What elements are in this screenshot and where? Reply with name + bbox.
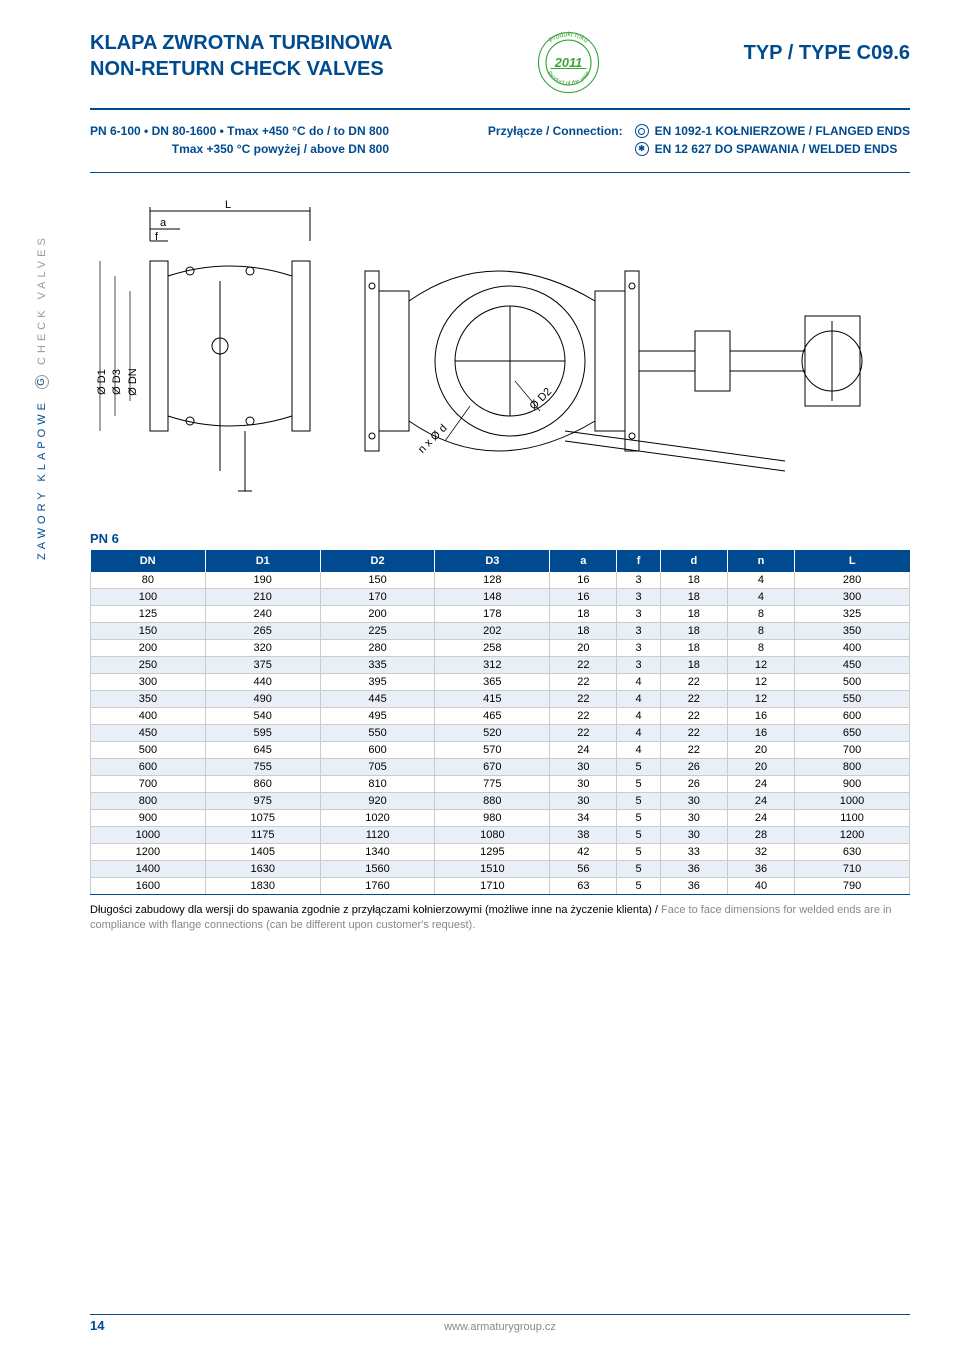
table-row: 5006456005702442220700 <box>91 742 910 759</box>
table-row: 6007557056703052620800 <box>91 759 910 776</box>
flange-icon <box>635 124 649 138</box>
table-row: 14001630156015105653636710 <box>91 861 910 878</box>
footnote: Długości zabudowy dla wersji do spawania… <box>90 903 910 934</box>
table-row: 2503753353122231812450 <box>91 657 910 674</box>
page-number: 14 <box>90 1312 104 1333</box>
col-D3: D3 <box>435 550 550 572</box>
col-D2: D2 <box>320 550 435 572</box>
product-year-badge: Produkt roku Product of the year 2011 <box>531 25 606 100</box>
technical-drawing: L a f Ø D1 Ø D3 Ø DN <box>90 201 910 521</box>
col-L: L <box>795 550 910 572</box>
type-code: TYP / TYPE C09.6 <box>744 30 910 65</box>
table-row: 100011751120108038530281200 <box>91 827 910 844</box>
svg-text:Product of the year: Product of the year <box>545 71 591 87</box>
table-row: 200320280258203188400 <box>91 640 910 657</box>
col-D1: D1 <box>205 550 320 572</box>
footer-url: www.armaturygroup.cz <box>90 1314 910 1333</box>
col-f: f <box>617 550 660 572</box>
title-block: KLAPA ZWROTNA TURBINOWA NON-RETURN CHECK… <box>90 30 393 82</box>
svg-text:2011: 2011 <box>553 55 581 70</box>
table-row: 125240200178183188325 <box>91 606 910 623</box>
table-row: 4005404954652242216600 <box>91 708 910 725</box>
svg-text:Produkt roku: Produkt roku <box>547 31 588 44</box>
table-title: PN 6 <box>90 531 910 546</box>
table-row: 16001830176017106353640790 <box>91 878 910 895</box>
table-row: 9001075102098034530241100 <box>91 810 910 827</box>
spec-right: Przyłącze / Connection: EN 1092-1 KOŁNIE… <box>488 122 910 158</box>
table-row: 80097592088030530241000 <box>91 793 910 810</box>
table-row: 3004403953652242212500 <box>91 674 910 691</box>
table-row: 7008608107753052624900 <box>91 776 910 793</box>
col-a: a <box>550 550 617 572</box>
col-d: d <box>660 550 727 572</box>
divider-heavy <box>90 108 910 110</box>
header: KLAPA ZWROTNA TURBINOWA NON-RETURN CHECK… <box>90 30 910 100</box>
divider-thin <box>90 172 910 173</box>
col-n: n <box>727 550 794 572</box>
table-row: 4505955505202242216650 <box>91 725 910 742</box>
table-row: 150265225202183188350 <box>91 623 910 640</box>
table-row: 80190150128163184280 <box>91 572 910 589</box>
table-row: 3504904454152242212550 <box>91 691 910 708</box>
col-DN: DN <box>91 550 206 572</box>
dimensions-table: DND1D2D3afdnL 80190150128163184280100210… <box>90 550 910 895</box>
spec-row: PN 6-100 • DN 80-1600 • Tmax +450 °C do … <box>90 122 910 158</box>
table-row: 100210170148163184300 <box>91 589 910 606</box>
spec-left: PN 6-100 • DN 80-1600 • Tmax +450 °C do … <box>90 122 389 158</box>
page-title: KLAPA ZWROTNA TURBINOWA NON-RETURN CHECK… <box>90 30 393 82</box>
table-row: 12001405134012954253332630 <box>91 844 910 861</box>
weld-icon: ✱ <box>635 142 649 156</box>
